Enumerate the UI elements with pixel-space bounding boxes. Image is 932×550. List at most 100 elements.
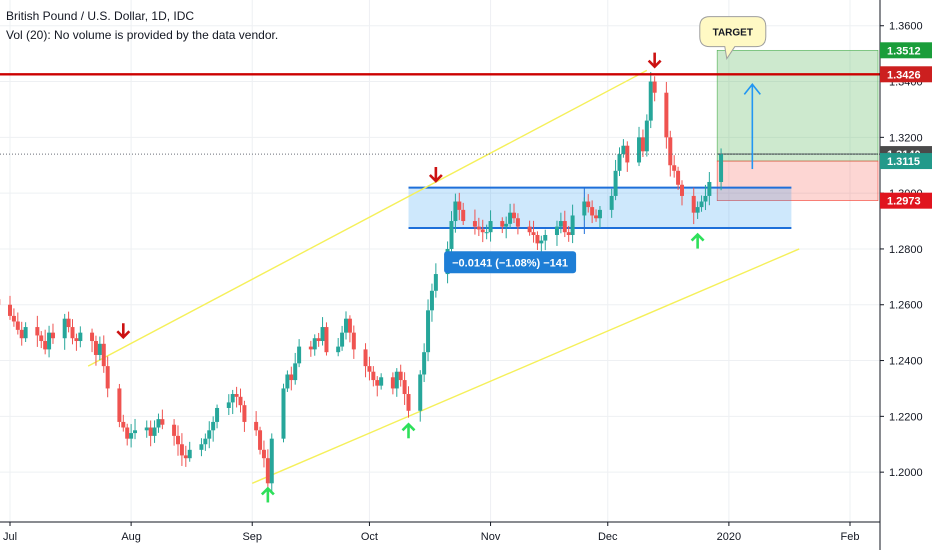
candle-body — [78, 332, 83, 342]
y-tick-label: 1.2800 — [889, 244, 923, 256]
candle-body — [648, 81, 653, 121]
candle-body — [258, 430, 263, 450]
candle-body — [535, 234, 540, 244]
candle-body — [594, 215, 599, 219]
candle-body — [590, 207, 595, 216]
x-tick-label: Jul — [3, 531, 17, 543]
candle-body — [363, 349, 368, 367]
candle-body — [254, 421, 259, 431]
candle-body — [312, 338, 317, 350]
candle-body — [211, 421, 216, 431]
candle-body — [484, 232, 489, 234]
candle-body — [297, 346, 302, 364]
candle-body — [597, 209, 602, 219]
candle-body — [39, 335, 44, 342]
candle-body — [664, 92, 669, 138]
candle-body — [62, 318, 67, 339]
chart-overlay: −0.0141 (−1.08%) −141 TARGET — [0, 16, 880, 503]
candle-body — [402, 380, 407, 395]
candle-body — [340, 332, 345, 347]
candle-body — [398, 371, 403, 381]
candle-body — [672, 165, 677, 171]
candle-body — [707, 181, 712, 196]
target-arrow-head — [743, 83, 761, 95]
candle-body — [101, 343, 106, 367]
candle-body — [199, 444, 204, 450]
candle-body — [324, 327, 329, 353]
x-tick-label: Nov — [481, 531, 501, 543]
candle-body — [269, 438, 274, 484]
down-arrow-icon — [428, 174, 443, 183]
channel-line — [251, 248, 800, 484]
candle-body — [289, 374, 294, 381]
candle-body — [429, 290, 434, 311]
candle-body — [422, 352, 427, 375]
target-callout-label: TARGET — [713, 28, 753, 39]
chart-drawings — [87, 49, 879, 484]
candle-body — [144, 427, 149, 431]
candle-body — [480, 229, 485, 233]
candle-body — [504, 223, 509, 227]
candle-body — [50, 332, 55, 339]
price-badge-label: 1.3512 — [887, 45, 921, 57]
candle-body — [644, 120, 649, 152]
candle-body — [433, 274, 438, 291]
measure-label: −0.0141 (−1.08%) −141 — [452, 257, 568, 269]
candle-body — [160, 419, 165, 425]
candle-body — [226, 402, 231, 408]
candle-body — [367, 366, 372, 372]
up-arrow-icon — [690, 232, 705, 242]
candle-body — [703, 195, 708, 202]
candle-body — [133, 430, 138, 434]
price-badge — [880, 153, 932, 170]
candle-body — [621, 145, 626, 155]
candle-body — [121, 421, 126, 428]
candle-body — [512, 212, 516, 219]
candle-body — [187, 449, 192, 459]
x-tick-label: Feb — [841, 531, 860, 543]
candle-body — [70, 327, 75, 339]
candle-body — [344, 318, 348, 333]
candle-body — [207, 430, 212, 439]
candle-body — [172, 424, 177, 436]
candle-body — [66, 318, 71, 328]
candle-body — [640, 137, 645, 152]
candle-body — [652, 81, 657, 93]
candle-body — [617, 154, 622, 171]
candle-body — [93, 341, 98, 355]
y-tick-label: 1.2600 — [889, 300, 923, 312]
x-tick-label: Dec — [598, 531, 618, 543]
candle-body — [680, 184, 684, 196]
candle-body — [375, 380, 380, 386]
candle-body — [238, 396, 243, 406]
candle-body — [265, 458, 270, 484]
candle-body — [406, 394, 411, 411]
y-tick-label: 1.2400 — [889, 356, 923, 368]
target-zone — [716, 49, 879, 162]
candle-body — [426, 310, 431, 353]
candle-body — [19, 329, 24, 339]
candle-body — [351, 332, 356, 350]
candle-body — [543, 234, 548, 241]
candle-body — [261, 449, 266, 459]
x-tick-label: 2020 — [717, 531, 741, 543]
candle-body — [35, 327, 40, 336]
candle-body — [11, 315, 16, 322]
x-tick-label: Sep — [242, 531, 262, 543]
y-tick-label: 1.2000 — [889, 467, 923, 479]
price-badge-label: 1.3426 — [887, 69, 921, 81]
candle-body — [152, 427, 157, 436]
candle-body — [609, 195, 614, 210]
candle-body — [582, 201, 587, 216]
candle-body — [418, 374, 423, 411]
price-badge-label: 1.2973 — [887, 196, 921, 208]
candle-body — [320, 327, 325, 342]
candle-body — [668, 137, 673, 166]
symbol-title: British Pound / U.S. Dollar, 1D, IDC — [6, 9, 195, 23]
channel-line — [87, 69, 648, 367]
candle-body — [613, 170, 618, 196]
candle-body — [230, 394, 235, 403]
candle-body — [637, 137, 642, 163]
candle-body — [699, 201, 704, 208]
